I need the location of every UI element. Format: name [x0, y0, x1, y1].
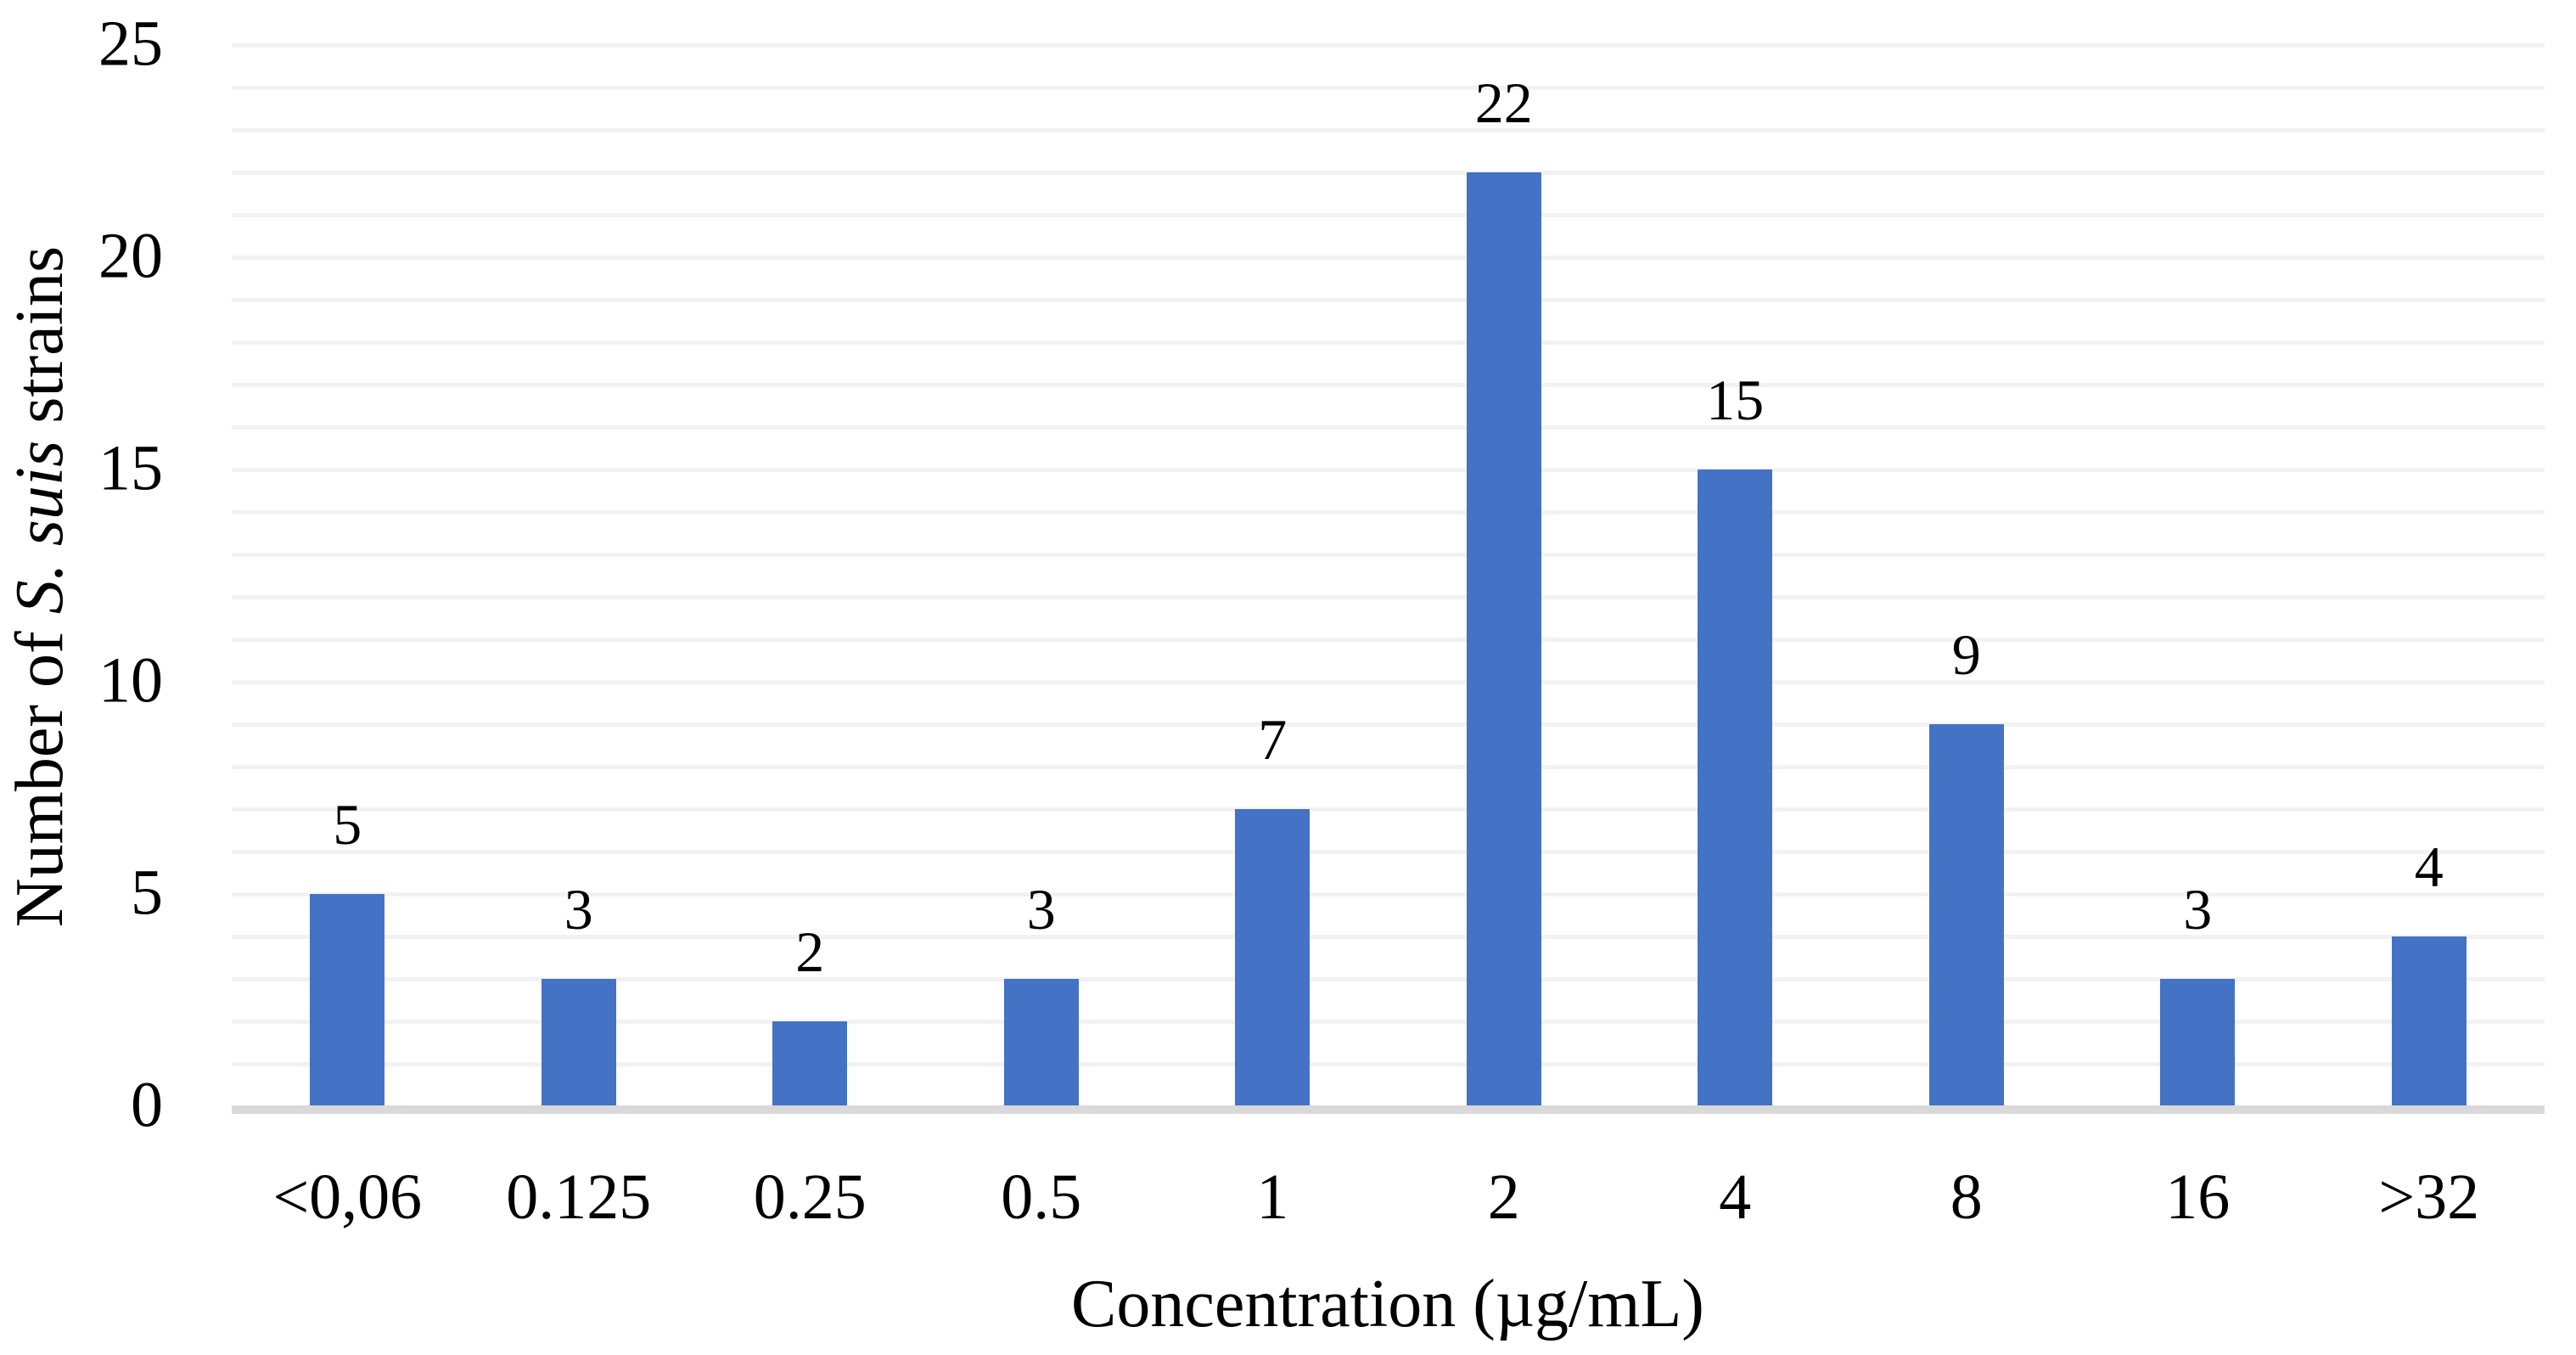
y-tick-label: 15	[98, 432, 163, 504]
x-tick-label: 2	[1487, 1161, 1520, 1233]
bar	[1466, 172, 1541, 1106]
data-label: 4	[2414, 835, 2444, 899]
y-axis-title: Number of S. suis strains	[3, 246, 77, 927]
category-slot: 4	[2314, 45, 2545, 1106]
gridline	[232, 849, 2545, 854]
data-label: 3	[2183, 877, 2213, 942]
x-axis-title: Concentration (µg/mL)	[1071, 1267, 1704, 1341]
data-label: 22	[1474, 70, 1533, 135]
category-slot: 3	[926, 45, 1158, 1106]
data-label: 7	[1258, 707, 1288, 772]
bar	[772, 1021, 848, 1106]
gridline	[232, 85, 2545, 90]
gridline	[232, 127, 2545, 132]
category-slot: 22	[1389, 45, 1620, 1106]
category-slot: 3	[2082, 45, 2314, 1106]
category-slot: 7	[1157, 45, 1389, 1106]
data-label: 15	[1706, 368, 1765, 432]
gridline	[232, 42, 2545, 48]
y-tick-label: 0	[131, 1069, 163, 1141]
y-tick-label: 10	[98, 644, 163, 717]
gridline	[232, 722, 2545, 727]
y-tick-label: 20	[98, 220, 163, 292]
gridline	[232, 509, 2545, 514]
bar	[1698, 469, 1773, 1106]
x-tick-label: 0.25	[753, 1161, 867, 1233]
gridline	[232, 807, 2545, 812]
data-label: 3	[564, 877, 593, 942]
y-tick-label: 5	[131, 857, 163, 929]
gridline	[232, 934, 2545, 939]
category-slot: 15	[1619, 45, 1851, 1106]
category-slot: 3	[463, 45, 695, 1106]
gridline	[232, 594, 2545, 599]
gridline	[232, 424, 2545, 430]
data-label: 5	[333, 792, 362, 857]
bar	[2160, 979, 2236, 1106]
x-tick-label: 16	[2165, 1161, 2231, 1233]
data-label: 2	[795, 919, 825, 984]
bar	[310, 894, 385, 1106]
gridline	[232, 212, 2545, 217]
gridline	[232, 1019, 2545, 1024]
x-tick-label: 0.125	[506, 1161, 652, 1233]
data-label: 9	[1951, 622, 1981, 687]
x-tick-label: <0,06	[272, 1161, 423, 1233]
gridline	[232, 679, 2545, 684]
gridline	[232, 1061, 2545, 1066]
plot-area: 5 3 2 3 7 22 15 9 3 4	[232, 42, 2545, 1106]
category-slot: 5	[232, 45, 463, 1106]
gridline	[232, 764, 2545, 769]
bar	[2391, 936, 2467, 1106]
x-axis-line	[232, 1105, 2545, 1114]
gridline	[232, 340, 2545, 345]
gridline	[232, 297, 2545, 302]
x-tick-label: 4	[1719, 1161, 1752, 1233]
gridline	[232, 382, 2545, 387]
gridline	[232, 467, 2545, 472]
bar	[1235, 809, 1310, 1106]
category-slot: 2	[694, 45, 926, 1106]
gridline	[232, 891, 2545, 897]
x-tick-label: 8	[1950, 1161, 1983, 1233]
gridline	[232, 637, 2545, 642]
bar	[1928, 724, 2004, 1106]
x-tick-label: 0.5	[1001, 1161, 1082, 1233]
gridline	[232, 255, 2545, 260]
gridline	[232, 170, 2545, 175]
x-tick-label: >32	[2378, 1161, 2480, 1233]
gridline	[232, 976, 2545, 981]
gridline	[232, 552, 2545, 557]
y-tick-label: 25	[98, 8, 163, 80]
bar	[1003, 979, 1079, 1106]
category-slot: 9	[1851, 45, 2083, 1106]
bar	[541, 979, 616, 1106]
data-label: 3	[1026, 877, 1056, 942]
x-tick-label: 1	[1256, 1161, 1289, 1233]
